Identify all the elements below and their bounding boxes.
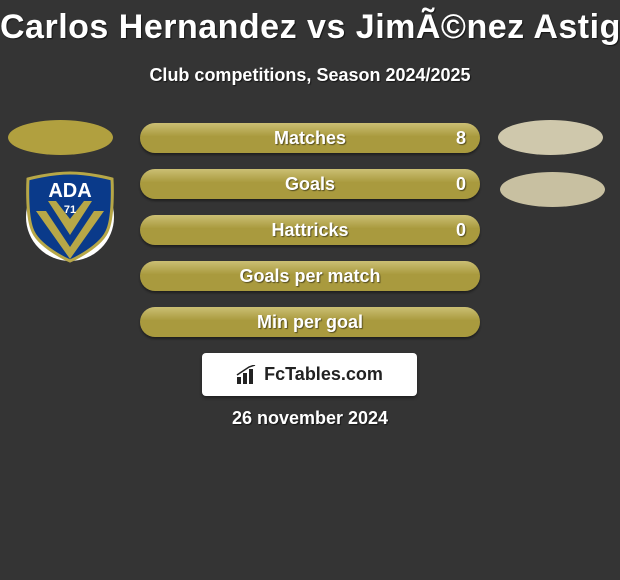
player-ellipse-1 [498,120,603,155]
stat-bar-min-per-goal: Min per goal [140,307,480,337]
subtitle: Club competitions, Season 2024/2025 [0,65,620,86]
svg-text:ADA: ADA [48,180,91,202]
date-label: 26 november 2024 [0,408,620,429]
source-badge-text: FcTables.com [264,364,383,385]
stat-value-right: 8 [456,128,466,149]
svg-text:71: 71 [64,204,76,216]
stat-value-right: 0 [456,220,466,241]
stat-label: Min per goal [140,312,480,333]
stats-block: Matches8Goals0Hattricks0Goals per matchM… [140,123,480,353]
player-ellipse-0 [8,120,113,155]
club-badge: ADA 71 [18,171,122,263]
stat-label: Matches [140,128,480,149]
page-title: Carlos Hernandez vs JimÃ©nez Astigarraga [0,0,620,47]
stat-bar-hattricks: Hattricks0 [140,215,480,245]
stat-bar-goals-per-match: Goals per match [140,261,480,291]
source-badge: FcTables.com [202,353,417,396]
player-ellipse-2 [500,172,605,207]
stat-label: Goals per match [140,266,480,287]
bar-chart-icon [236,365,258,385]
stat-bar-goals: Goals0 [140,169,480,199]
stat-label: Hattricks [140,220,480,241]
stat-value-right: 0 [456,174,466,195]
stat-bar-matches: Matches8 [140,123,480,153]
stat-label: Goals [140,174,480,195]
